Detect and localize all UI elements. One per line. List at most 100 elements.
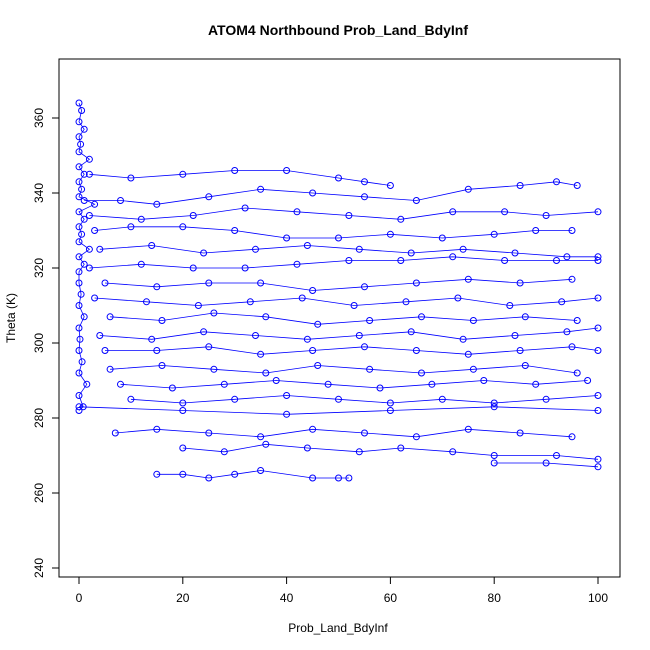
- x-tick-label: 20: [176, 591, 190, 605]
- series-line: [99, 245, 598, 258]
- data-point: [464, 275, 472, 283]
- data-point: [568, 343, 576, 351]
- data-point: [241, 204, 249, 212]
- data-point: [78, 230, 86, 238]
- data-point: [293, 260, 301, 268]
- data-point: [309, 425, 317, 433]
- data-point: [179, 170, 187, 178]
- data-point: [78, 358, 86, 366]
- data-point: [77, 290, 85, 298]
- data-point: [361, 343, 368, 351]
- series-line: [94, 226, 572, 239]
- y-tick-label: 260: [32, 483, 46, 503]
- data-point: [335, 174, 342, 182]
- data-point: [412, 347, 420, 354]
- y-tick-label: 280: [32, 408, 46, 428]
- y-tick-label: 320: [32, 258, 46, 278]
- data-point: [205, 343, 213, 351]
- data-point: [75, 148, 83, 156]
- data-point: [257, 279, 265, 287]
- data-point: [200, 249, 208, 257]
- data-point: [407, 249, 415, 257]
- data-point: [137, 260, 145, 268]
- data-point: [75, 223, 83, 231]
- data-point: [314, 362, 322, 369]
- data-point: [158, 317, 166, 324]
- data-point: [516, 279, 524, 287]
- data-point: [85, 155, 93, 163]
- data-point: [262, 369, 270, 377]
- series-line: [89, 207, 599, 220]
- data-series: [85, 204, 602, 223]
- data-series: [75, 99, 99, 414]
- data-point: [143, 298, 150, 306]
- series-line: [105, 346, 599, 355]
- y-tick-label: 240: [32, 558, 46, 578]
- data-series: [153, 467, 353, 482]
- data-point: [355, 245, 363, 253]
- data-point: [117, 197, 124, 204]
- data-point: [75, 403, 83, 411]
- data-point: [153, 470, 161, 478]
- data-point: [210, 365, 218, 373]
- data-point: [412, 197, 420, 204]
- x-axis: 0 20 40 60 80 100: [76, 576, 608, 605]
- data-series: [75, 403, 602, 418]
- data-point: [101, 347, 109, 354]
- data-point: [594, 208, 602, 216]
- data-point: [75, 302, 83, 309]
- data-point: [127, 395, 135, 403]
- data-point: [179, 223, 187, 231]
- data-point: [459, 245, 467, 253]
- data-point: [283, 410, 291, 418]
- data-point: [283, 392, 291, 399]
- data-series: [85, 167, 394, 189]
- data-point: [80, 125, 88, 133]
- data-point: [262, 440, 270, 448]
- data-point: [158, 362, 166, 369]
- data-point: [594, 294, 602, 302]
- data-point: [542, 212, 550, 219]
- data-point: [293, 208, 301, 216]
- series-line: [494, 462, 599, 468]
- data-point: [397, 257, 405, 264]
- data-point: [366, 317, 374, 324]
- data-point: [345, 257, 353, 264]
- data-point: [469, 317, 477, 324]
- data-point: [490, 459, 498, 467]
- data-point: [407, 328, 415, 336]
- data-point: [553, 178, 560, 186]
- data-point: [412, 279, 420, 287]
- data-point: [366, 365, 374, 373]
- data-point: [594, 347, 602, 354]
- data-point: [309, 474, 317, 482]
- data-point: [335, 234, 342, 242]
- data-point: [257, 350, 265, 358]
- series-line: [104, 278, 573, 291]
- data-point: [75, 268, 83, 276]
- data-point: [309, 287, 317, 294]
- data-point: [80, 215, 88, 223]
- data-point: [516, 347, 524, 354]
- series-line: [182, 443, 599, 460]
- data-point: [78, 185, 86, 193]
- data-point: [573, 182, 581, 189]
- data-point: [106, 313, 114, 321]
- data-point: [397, 444, 405, 452]
- data-point: [220, 380, 228, 388]
- data-point: [309, 189, 317, 197]
- series-line: [94, 297, 599, 306]
- data-point: [75, 392, 83, 399]
- data-point: [532, 380, 540, 388]
- data-point: [542, 459, 550, 467]
- data-point: [257, 433, 265, 441]
- data-point: [568, 275, 576, 283]
- data-point: [75, 347, 83, 354]
- data-point: [189, 212, 197, 219]
- data-point: [75, 208, 83, 216]
- data-point: [106, 365, 114, 373]
- data-point: [76, 335, 84, 343]
- data-point: [594, 455, 602, 463]
- data-point: [594, 407, 602, 414]
- data-point: [137, 215, 145, 223]
